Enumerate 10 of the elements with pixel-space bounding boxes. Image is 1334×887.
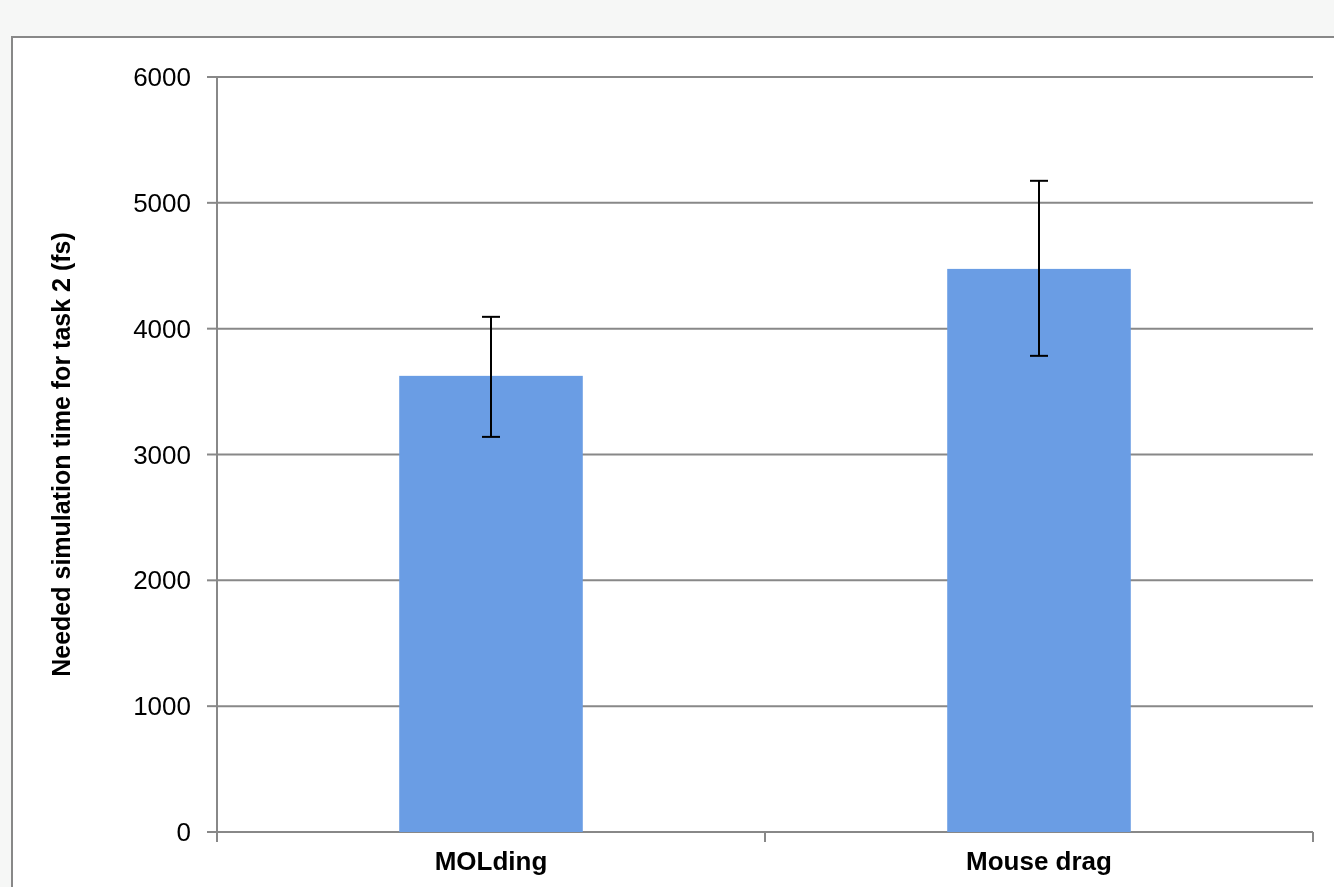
y-tick-label: 6000: [133, 62, 191, 93]
y-tick-label: 4000: [133, 313, 191, 344]
x-tick-label: MOLding: [434, 846, 548, 876]
y-tick-label: 5000: [133, 187, 191, 218]
x-tick-label: Mouse drag: [966, 846, 1112, 876]
y-axis-title: Needed simulation time for task 2 (fs): [47, 232, 75, 677]
y-tick-label: 1000: [133, 691, 191, 722]
y-tick-label: 2000: [133, 565, 191, 596]
y-tick-label: 0: [176, 817, 191, 848]
y-tick-label: 3000: [133, 439, 191, 470]
